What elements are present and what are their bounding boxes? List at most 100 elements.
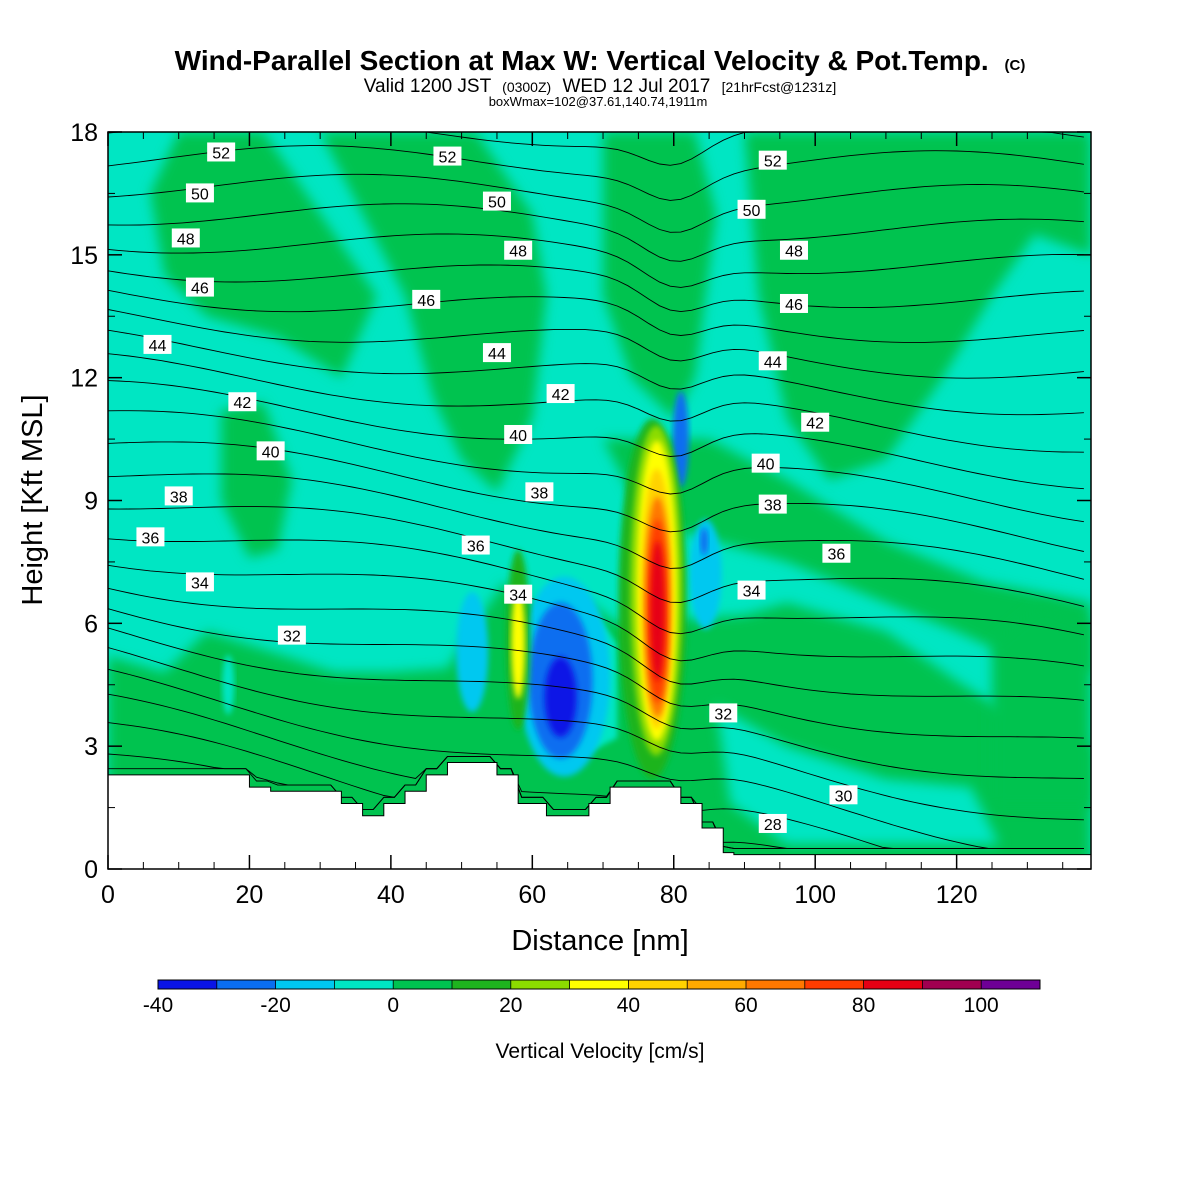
x-tick-label: 0 (101, 881, 115, 909)
theta-label-bg (185, 183, 214, 203)
y-tick-label: 12 (70, 365, 98, 393)
colorbar-swatch (863, 980, 923, 989)
theta-label-bg (171, 228, 200, 248)
theta-label-text: 52 (764, 154, 782, 171)
theta-line (108, 132, 1084, 166)
theta-label: 34 (185, 572, 214, 592)
terrain (108, 762, 1091, 869)
theta-label-text: 44 (764, 354, 782, 371)
theta-label: 44 (143, 334, 172, 355)
theta-label-text: 34 (509, 588, 527, 605)
chart-title: Wind-Parallel Section at Max W: Vertical… (175, 45, 1026, 76)
valid-time: Valid 1200 JST (0300Z) WED 12 Jul 2017 [… (364, 76, 836, 97)
theta-label-bg (185, 572, 214, 592)
theta-line (108, 506, 1085, 607)
theta-label-bg (829, 785, 858, 805)
theta-label: 50 (482, 191, 511, 212)
theta-label: 40 (256, 441, 285, 461)
theta-label-bg (779, 240, 808, 260)
colorbar-swatch (510, 980, 571, 989)
theta-label-text: 46 (191, 281, 209, 298)
theta-label: 52 (207, 142, 236, 162)
theta-label-bg (709, 703, 738, 723)
title-mark: (C) (1005, 57, 1026, 74)
theta-line (108, 380, 1084, 490)
theta-label-text: 28 (764, 817, 782, 834)
theta-label-bg (504, 424, 533, 444)
theta-line (108, 353, 1084, 453)
theta-label: 50 (185, 183, 214, 203)
x-tick-label: 40 (377, 881, 405, 909)
theta-line (108, 329, 1084, 416)
theta-label-bg (482, 191, 511, 211)
field-upper-mid-green (320, 132, 547, 493)
theta-label-bg (164, 486, 193, 506)
theta-label: 48 (171, 228, 200, 248)
theta-label-bg (758, 150, 787, 170)
theta-label: 42 (546, 384, 575, 404)
theta-label-bg (751, 453, 780, 473)
field-teal-column (222, 654, 235, 715)
theta-label: 36 (136, 527, 165, 547)
theta-label: 52 (758, 150, 787, 171)
theta-label-text: 42 (233, 395, 251, 412)
theta-label: 52 (433, 146, 462, 167)
theta-label: 36 (461, 535, 490, 556)
y-tick-label: 15 (70, 242, 98, 270)
colorbar-label: 100 (964, 994, 999, 1017)
x-tick-label: 80 (660, 881, 688, 909)
colorbar-frame (157, 979, 1041, 990)
theta-label-text: 50 (488, 195, 506, 212)
theta-label: 32 (277, 625, 306, 646)
colorbar-swatch (216, 980, 277, 989)
theta-label: 50 (737, 199, 766, 220)
theta-label-bg (737, 580, 766, 600)
theta-label: 30 (829, 785, 858, 805)
theta-label-bg (504, 584, 533, 604)
field-teal-lower-right (716, 705, 1000, 845)
x-tick-label: 100 (794, 881, 836, 909)
x-tick-label: 60 (518, 881, 546, 909)
theta-label-bg (737, 199, 766, 219)
theta-line (108, 145, 1084, 201)
y-tick-label: 6 (84, 610, 98, 638)
y-tick-label: 0 (84, 856, 98, 884)
theta-line (108, 647, 1084, 821)
colorbar-swatch (922, 980, 982, 989)
theta-label: 46 (185, 277, 214, 298)
theta-label: 28 (758, 813, 787, 834)
colorbar-swatch (569, 980, 629, 989)
theta-label-text: 46 (785, 297, 803, 314)
theta-label-text: 34 (743, 584, 761, 601)
theta-label-text: 48 (177, 231, 195, 248)
theta-label-text: 46 (417, 293, 435, 310)
theta-label-bg (277, 625, 306, 645)
theta-label-text: 52 (212, 145, 230, 162)
theta-label-bg (482, 343, 511, 363)
theta-label-text: 40 (509, 428, 527, 445)
theta-label-bg (143, 334, 172, 354)
y-tick-label: 9 (84, 488, 98, 516)
colorbar-label: -20 (260, 994, 290, 1017)
theta-line (108, 668, 1084, 849)
field-downdraft-cyan-right (689, 519, 722, 630)
colorbar-swatch (746, 980, 806, 989)
theta-label-bg (433, 146, 462, 166)
theta-label: 38 (164, 486, 193, 506)
colorbar-swatch (981, 980, 1041, 989)
x-axis-title: Distance [nm] (511, 925, 688, 957)
field-downdraft-core (544, 657, 577, 738)
theta-label-text: 40 (757, 457, 775, 474)
colorbar: -40 -20 0 20 40 60 80 100 (143, 979, 1041, 1017)
theta-line (108, 564, 1084, 667)
theta-label-text: 50 (743, 203, 761, 220)
colorbar-swatch (628, 980, 688, 989)
theta-label: 38 (758, 494, 787, 515)
theta-line (108, 289, 1084, 343)
theta-label: 38 (525, 482, 554, 502)
theta-label: 44 (482, 343, 511, 363)
y-axis-title: Height [Kft MSL] (17, 394, 49, 605)
theta-label-bg (525, 482, 554, 502)
